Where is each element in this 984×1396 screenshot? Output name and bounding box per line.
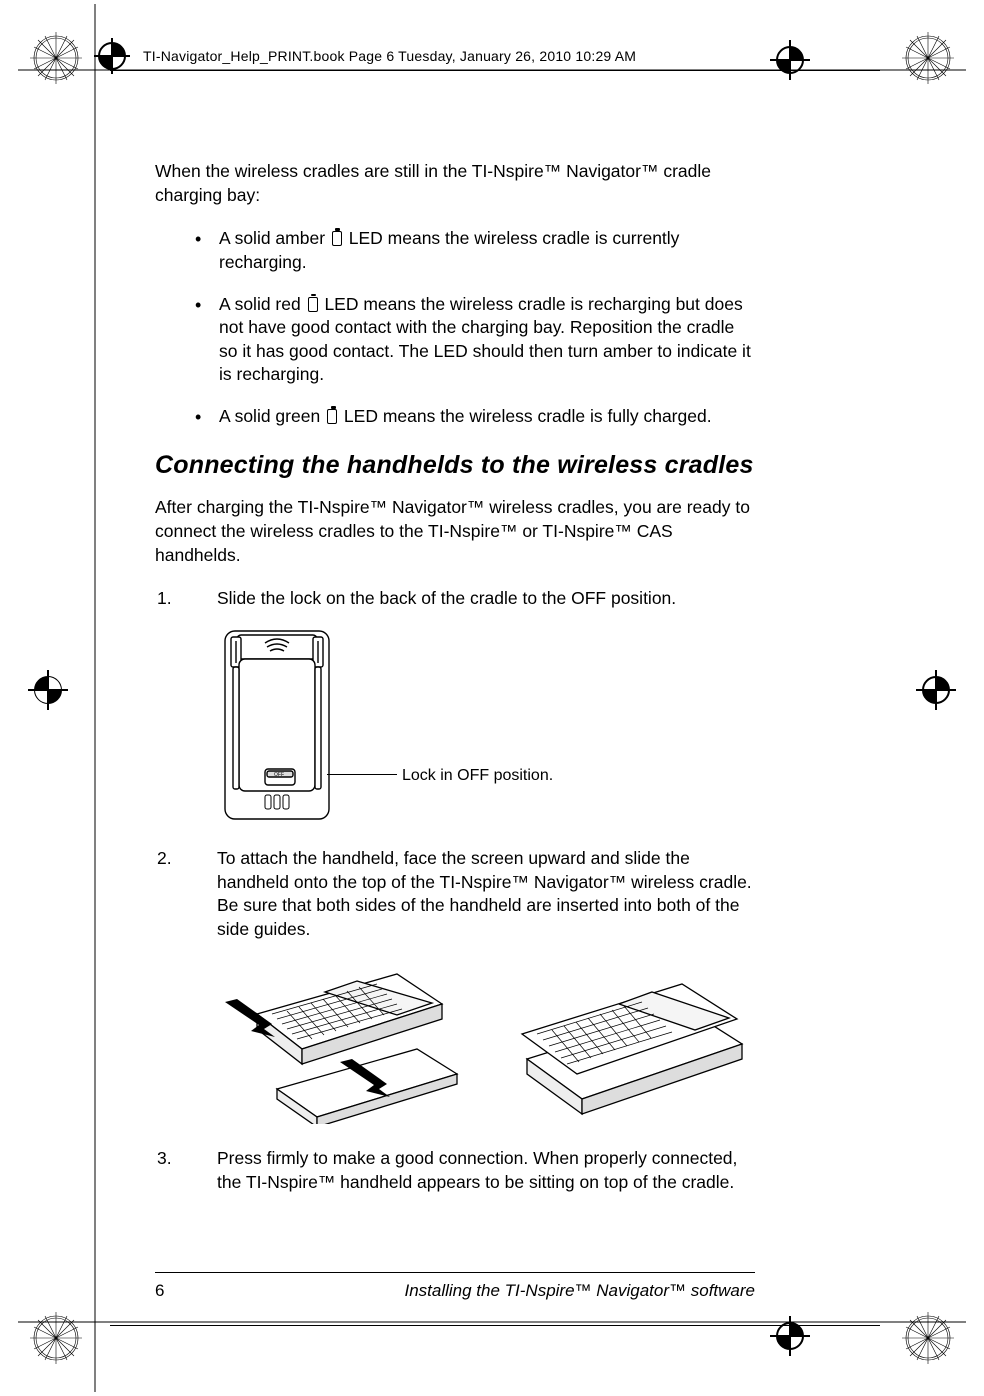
step-item: 2. To attach the handheld, face the scre… [155, 847, 755, 942]
step-number: 3. [157, 1147, 172, 1171]
battery-icon [327, 409, 337, 424]
page-content: TI-Navigator_Help_PRINT.book Page 6 Tues… [110, 40, 880, 1356]
bullet-list: A solid amber LED means the wireless cra… [195, 227, 755, 428]
step-number: 1. [157, 587, 172, 611]
bullet-text-post: LED means the wireless cradle is fully c… [339, 406, 712, 426]
bullet-text-pre: A solid red [219, 294, 306, 314]
handheld-attached-illustration [497, 964, 757, 1124]
heading-para: After charging the TI-Nspire™ Navigator™… [155, 496, 755, 567]
figure-cradle: OFF Lock in OFF position. [217, 629, 617, 829]
bullet-text-pre: A solid green [219, 406, 325, 426]
step-text: To attach the handheld, face the screen … [217, 848, 752, 939]
step-item: 1. Slide the lock on the back of the cra… [155, 587, 755, 611]
section-heading: Connecting the handhelds to the wireless… [155, 449, 755, 483]
step-text: Press firmly to make a good connection. … [217, 1148, 737, 1192]
page-footer: 6 Installing the TI-Nspire™ Navigator™ s… [155, 1272, 755, 1312]
bullet-item: A solid red LED means the wireless cradl… [195, 293, 755, 388]
step-number: 2. [157, 847, 172, 871]
figure-handhelds [217, 959, 757, 1129]
step-text: Slide the lock on the back of the cradle… [217, 588, 676, 608]
reg-mark-icon [30, 32, 82, 84]
bullet-item: A solid amber LED means the wireless cra… [195, 227, 755, 274]
book-mark-icon [94, 38, 130, 74]
intro-paragraph: When the wireless cradles are still in t… [155, 160, 755, 207]
bullet-item: A solid green LED means the wireless cra… [195, 405, 755, 429]
battery-icon [308, 297, 318, 312]
reg-mark-icon [30, 1312, 82, 1364]
bullet-text-pre: A solid amber [219, 228, 330, 248]
callout-text: Lock in OFF position. [402, 765, 553, 787]
crosshair-mark-icon [28, 670, 68, 710]
reg-mark-icon [902, 1312, 954, 1364]
reg-mark-icon [902, 32, 954, 84]
battery-icon [332, 231, 342, 246]
step-item: 3. Press firmly to make a good connectio… [155, 1147, 755, 1194]
svg-text:OFF: OFF [274, 772, 284, 778]
cradle-illustration: OFF [217, 629, 337, 824]
running-header: TI-Navigator_Help_PRINT.book Page 6 Tues… [143, 48, 636, 64]
crosshair-mark-icon [916, 670, 956, 710]
handheld-slide-illustration [217, 959, 477, 1124]
footer-title: Installing the TI-Nspire™ Navigator™ sof… [404, 1281, 755, 1301]
page-number: 6 [155, 1281, 164, 1301]
